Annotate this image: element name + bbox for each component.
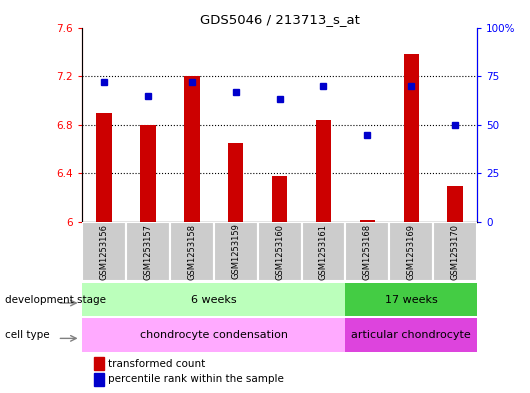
Bar [302, 222, 346, 281]
Text: chondrocyte condensation: chondrocyte condensation [140, 330, 288, 340]
Text: 17 weeks: 17 weeks [385, 295, 438, 305]
Text: GSM1253159: GSM1253159 [231, 224, 240, 279]
Bar [346, 283, 477, 316]
Bar [447, 185, 463, 222]
Bar [346, 222, 389, 281]
Bar [316, 120, 331, 222]
Text: transformed count: transformed count [108, 358, 205, 369]
Bar [82, 283, 346, 316]
Bar [82, 222, 126, 281]
Text: 6 weeks: 6 weeks [191, 295, 236, 305]
Bar [433, 222, 477, 281]
Bar [346, 318, 477, 352]
Bar [214, 222, 258, 281]
Text: articular chondrocyte: articular chondrocyte [351, 330, 471, 340]
Bar [272, 176, 287, 222]
Bar [94, 373, 104, 386]
Bar [184, 76, 199, 222]
Bar [94, 357, 104, 369]
Text: GSM1253161: GSM1253161 [319, 224, 328, 279]
Text: development stage: development stage [5, 295, 107, 305]
Bar [360, 220, 375, 222]
Text: GSM1253156: GSM1253156 [100, 224, 109, 279]
Bar [228, 143, 243, 222]
Bar [126, 222, 170, 281]
Text: GSM1253170: GSM1253170 [450, 224, 460, 279]
Bar [170, 222, 214, 281]
Text: GSM1253160: GSM1253160 [275, 224, 284, 279]
Title: GDS5046 / 213713_s_at: GDS5046 / 213713_s_at [200, 13, 359, 26]
Text: GSM1253158: GSM1253158 [187, 224, 196, 279]
Bar [258, 222, 302, 281]
Bar [140, 125, 156, 222]
Text: percentile rank within the sample: percentile rank within the sample [108, 374, 284, 384]
Text: GSM1253169: GSM1253169 [407, 224, 416, 279]
Text: GSM1253157: GSM1253157 [144, 224, 153, 279]
Text: cell type: cell type [5, 330, 50, 340]
Bar [82, 318, 346, 352]
Bar [389, 222, 433, 281]
Text: GSM1253168: GSM1253168 [363, 224, 372, 279]
Bar [96, 113, 112, 222]
Bar [403, 54, 419, 222]
